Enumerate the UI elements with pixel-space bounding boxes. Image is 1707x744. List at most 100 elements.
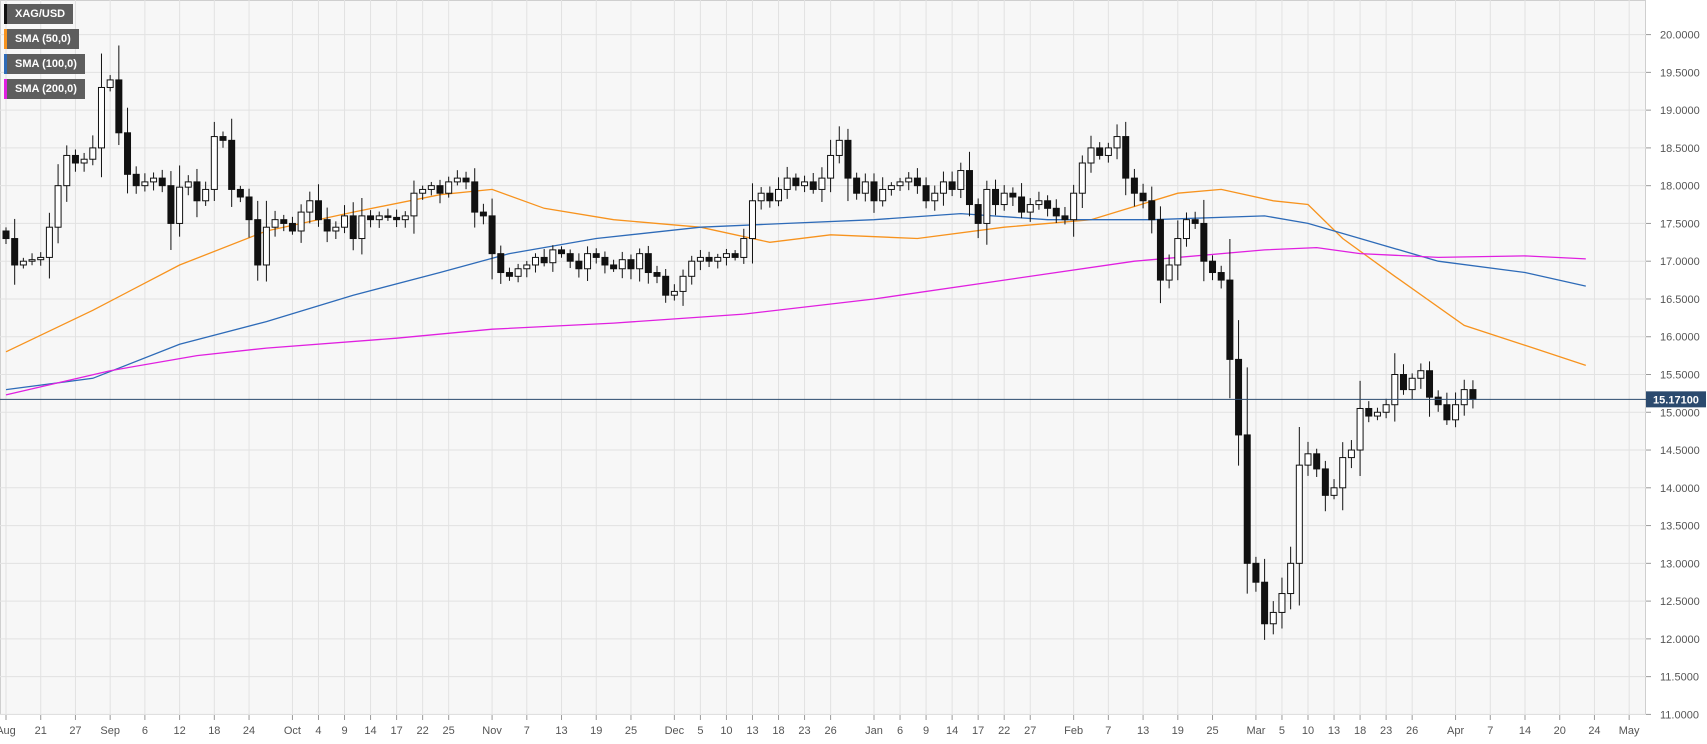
legend-item[interactable]: SMA (200,0): [4, 79, 85, 99]
candle-down: [792, 177, 800, 187]
x-tick-label: 23: [1380, 725, 1392, 737]
candle-down: [436, 185, 444, 194]
candle-up: [670, 290, 678, 296]
candle-down: [1321, 468, 1329, 496]
candle-down: [228, 139, 236, 190]
sma-50-line: [5, 188, 1587, 367]
plot-background: [0, 0, 1646, 715]
x-tick-label: 9: [923, 725, 929, 737]
candle-up: [1104, 147, 1112, 156]
candle-down: [610, 264, 618, 270]
candle-up: [983, 188, 991, 224]
candle-down: [922, 185, 930, 202]
y-tick-label: 15.0000: [1660, 407, 1700, 419]
candle-down: [393, 216, 401, 221]
x-tick-label: 14: [946, 725, 958, 737]
y-tick-label: 13.0000: [1660, 558, 1700, 570]
candle-down: [992, 188, 1000, 206]
legend-item[interactable]: SMA (50,0): [4, 29, 79, 49]
candle-up: [445, 181, 453, 194]
candle-up: [775, 188, 783, 202]
candle-up: [514, 268, 522, 277]
candle-down: [1261, 581, 1269, 625]
candle-up: [1417, 370, 1425, 379]
x-tick-label: 7: [524, 725, 530, 737]
candle-down: [1156, 219, 1164, 281]
candle-down: [540, 256, 548, 264]
candle-down: [1139, 192, 1147, 202]
candle-up: [1278, 593, 1286, 613]
candle-up: [210, 136, 218, 190]
candle-up: [905, 177, 913, 183]
candle-down: [592, 253, 600, 258]
candle-up: [419, 188, 427, 194]
candle-down: [1052, 207, 1060, 217]
y-tick-label: 17.5000: [1660, 218, 1700, 230]
y-tick-label: 13.5000: [1660, 521, 1700, 533]
x-tick-label: May: [1619, 725, 1640, 737]
x-tick-label: 18: [772, 725, 784, 737]
x-tick-label: 25: [443, 725, 455, 737]
x-tick-label: 14: [364, 725, 376, 737]
candle-down: [731, 253, 739, 258]
candle-down: [662, 275, 670, 296]
candle-up: [45, 226, 53, 258]
candle-down: [505, 272, 513, 277]
candle-up: [1269, 611, 1277, 625]
x-tick-label: 27: [69, 725, 81, 737]
x-tick-label: 5: [1279, 725, 1285, 737]
x-tick-label: 10: [720, 725, 732, 737]
x-tick-label: Apr: [1447, 725, 1464, 737]
candles: [2, 45, 1477, 640]
y-tick-label: 18.0000: [1660, 181, 1700, 193]
candle-up: [1391, 374, 1399, 406]
candle-up: [1087, 147, 1095, 164]
candle-up: [1452, 404, 1460, 421]
candle-up: [19, 260, 27, 266]
y-tick-label: 15.5000: [1660, 370, 1700, 382]
candle-down: [280, 219, 288, 224]
candle-down: [1122, 136, 1130, 179]
candle-down: [965, 170, 973, 206]
x-tick-label: 7: [1487, 725, 1493, 737]
candle-down: [1235, 358, 1243, 436]
legend-item[interactable]: SMA (100,0): [4, 54, 85, 74]
legend-item[interactable]: XAG/USD: [4, 4, 74, 24]
candle-down: [1226, 279, 1234, 360]
candle-up: [1287, 562, 1295, 595]
x-tick-label: 17: [390, 725, 402, 737]
candle-down: [653, 272, 661, 277]
candle-down: [1148, 200, 1156, 221]
y-tick-label: 16.0000: [1660, 332, 1700, 344]
candle-up: [332, 226, 340, 232]
legend-label: SMA (50,0): [15, 33, 71, 45]
candle-down: [627, 259, 635, 270]
x-tick-label: 18: [208, 725, 220, 737]
candle-up: [523, 264, 531, 270]
candle-up: [150, 177, 158, 183]
candle-up: [1035, 200, 1043, 206]
candle-up: [957, 170, 965, 190]
candle-up: [141, 181, 149, 187]
candle-up: [375, 215, 383, 221]
sma-100-line: [5, 212, 1586, 391]
x-tick-label: Feb: [1064, 725, 1083, 737]
candle-up: [1182, 219, 1190, 240]
candle-up: [783, 177, 791, 190]
x-tick-label: Oct: [284, 725, 301, 737]
x-tick-label: 13: [555, 725, 567, 737]
candle-up: [618, 259, 626, 270]
candle-down: [1061, 215, 1069, 221]
x-tick-label: 24: [243, 725, 255, 737]
candle-down: [1096, 147, 1104, 156]
x-tick-label: 5: [697, 725, 703, 737]
x-tick-label: 19: [590, 725, 602, 737]
candle-up: [818, 177, 826, 190]
candle-down: [853, 177, 861, 194]
legend-swatch: [4, 79, 7, 99]
y-tick-label: 11.0000: [1660, 709, 1699, 721]
candle-up: [1339, 457, 1347, 489]
candle-up: [1174, 238, 1182, 266]
x-tick-label: 26: [824, 725, 836, 737]
